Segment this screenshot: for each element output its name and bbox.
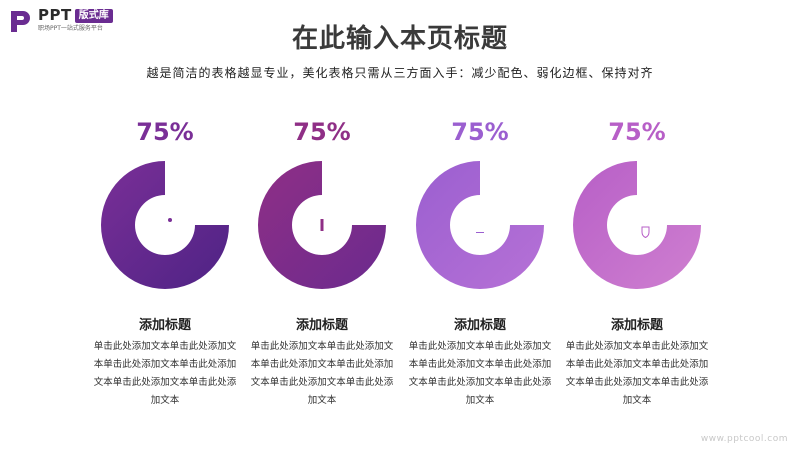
- card-description: 单击此处添加文本单击此处添加文本单击此处添加文本单击此处添加文本单击此处添加文本…: [93, 341, 237, 406]
- brand-badge: 版式库: [74, 8, 113, 23]
- card-description: 单击此处添加文本单击此处添加文本单击此处添加文本单击此处添加文本单击此处添加文本…: [250, 341, 394, 406]
- brand-name: PPT: [38, 6, 72, 24]
- progress-arc: [101, 161, 229, 289]
- card-title: 添加标题: [295, 318, 348, 333]
- brand-tagline: 职场PPT一站式服务平台: [38, 25, 103, 32]
- card-title: 添加标题: [453, 318, 506, 333]
- percent-label: 75%: [136, 118, 194, 146]
- lightbulb-icon: [471, 212, 489, 236]
- card-description: 单击此处添加文本单击此处添加文本单击此处添加文本单击此处添加文本单击此处添加文本…: [565, 341, 709, 406]
- brand-logo[interactable]: PPT 版式库 职场PPT一站式服务平台: [8, 8, 113, 34]
- price-tag-icon: [155, 215, 175, 235]
- percent-label: 75%: [608, 118, 666, 146]
- percent-label: 75%: [293, 118, 351, 146]
- card-title: 添加标题: [610, 318, 663, 333]
- progress-arc: [416, 161, 544, 289]
- page-subtitle: 越是简洁的表格越显专业，美化表格只需从三方面入手：减少配色、弱化边框、保持对齐: [146, 66, 654, 80]
- card-title: 添加标题: [138, 318, 191, 333]
- percent-label: 75%: [451, 118, 509, 146]
- progress-arc: [573, 161, 701, 289]
- shield-icon: [313, 215, 331, 237]
- progress-ring: [101, 161, 229, 289]
- watermark: www.pptcool.com: [700, 434, 788, 444]
- progress-ring: [416, 161, 544, 289]
- user-shield-icon: [625, 214, 650, 239]
- progress-ring: [258, 161, 386, 289]
- page-title: 在此输入本页标题: [291, 24, 508, 54]
- progress-arc: [258, 161, 386, 289]
- card-description: 单击此处添加文本单击此处添加文本单击此处添加文本单击此处添加文本单击此处添加文本…: [408, 341, 552, 406]
- logo-mark-icon: [11, 11, 30, 32]
- progress-ring: [573, 161, 701, 289]
